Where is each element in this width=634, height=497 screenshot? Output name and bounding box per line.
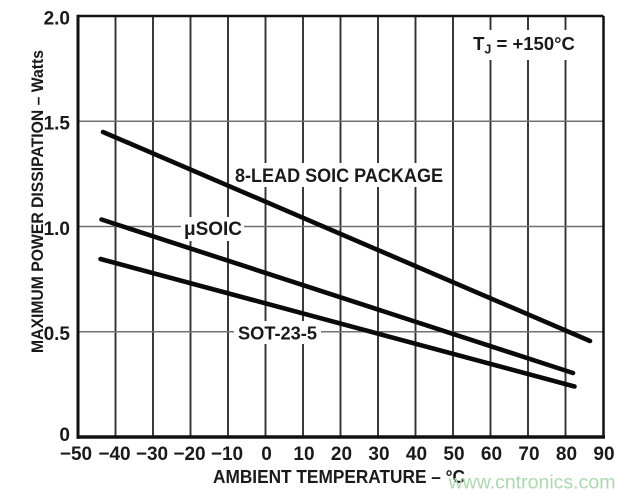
svg-text:AMBIENT TEMPERATURE – °C: AMBIENT TEMPERATURE – °C: [213, 467, 465, 487]
svg-text:2.0: 2.0: [44, 9, 70, 30]
svg-text:μSOIC: μSOIC: [184, 219, 242, 240]
svg-text:1.0: 1.0: [44, 219, 70, 240]
svg-text:90: 90: [593, 444, 614, 465]
svg-text:1.5: 1.5: [44, 114, 71, 135]
svg-text:−50: −50: [60, 444, 92, 465]
svg-text:20: 20: [331, 444, 352, 465]
svg-text:−40: −40: [98, 444, 130, 465]
svg-text:60: 60: [481, 444, 502, 465]
svg-text:30: 30: [368, 444, 389, 465]
svg-text:70: 70: [518, 444, 539, 465]
svg-text:8-LEAD SOIC PACKAGE: 8-LEAD SOIC PACKAGE: [235, 166, 443, 187]
svg-text:www.cntronics.com: www.cntronics.com: [448, 472, 616, 494]
svg-text:0: 0: [261, 444, 272, 465]
svg-text:50: 50: [443, 444, 464, 465]
svg-text:0.5: 0.5: [44, 324, 71, 345]
svg-text:−30: −30: [136, 444, 168, 465]
svg-text:0: 0: [59, 425, 70, 446]
svg-text:TJ = +150°C: TJ = +150°C: [473, 33, 575, 57]
svg-text:80: 80: [556, 444, 577, 465]
svg-text:−10: −10: [211, 444, 243, 465]
svg-text:MAXIMUM POWER DISSIPATION – Wa: MAXIMUM POWER DISSIPATION – Watts: [28, 50, 47, 353]
svg-text:40: 40: [406, 444, 427, 465]
svg-text:SOT-23-5: SOT-23-5: [238, 323, 317, 344]
svg-text:−20: −20: [173, 444, 205, 465]
svg-text:10: 10: [293, 444, 314, 465]
